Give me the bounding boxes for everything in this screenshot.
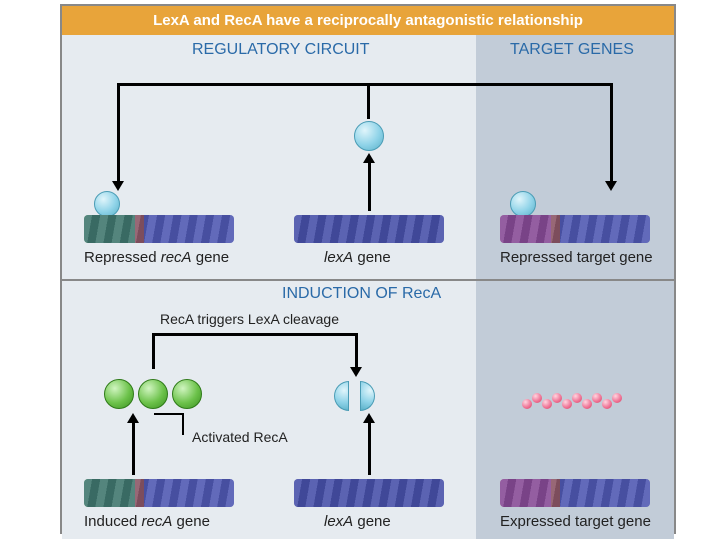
dna-recA-top xyxy=(84,215,234,243)
cap-recA-bot-post: gene xyxy=(172,513,210,530)
arrowhead-cleave xyxy=(350,367,362,377)
cleave-crossbar xyxy=(152,333,358,336)
dna-target-top xyxy=(500,215,650,243)
caption-recA-top: Repressed recA gene xyxy=(84,249,229,266)
caption-target-top: Repressed target gene xyxy=(500,249,653,266)
title-bar: LexA and RecA have a reciprocally antago… xyxy=(62,6,674,35)
cleave-riser-left xyxy=(152,333,155,369)
repress-crossbar xyxy=(117,83,613,86)
panel-induction: INDUCTION OF RecA RecA triggers LexA cle… xyxy=(62,279,674,539)
dna-target-bot xyxy=(500,479,650,507)
dna-lexA-bot xyxy=(294,479,444,507)
header-regulatory-circuit: REGULATORY CIRCUIT xyxy=(192,41,370,59)
lexa-protein-icon xyxy=(354,121,384,151)
pointer-activated-recA xyxy=(182,413,184,435)
arrowhead-lexA-bot xyxy=(363,413,375,423)
arrowhead-recA-induced xyxy=(127,413,139,423)
cap-lexA-top-it: lexA xyxy=(324,249,353,266)
cap-recA-bot-pre: Induced xyxy=(84,513,142,530)
arrow-lexA-bot xyxy=(368,421,371,475)
lexa-bound-recA-icon xyxy=(94,191,120,217)
caption-lexA-top: lexA gene xyxy=(324,249,391,266)
panel-regulatory: REGULATORY CIRCUIT TARGET GENES Represse… xyxy=(62,35,674,279)
header-target-genes: TARGET GENES xyxy=(510,41,634,59)
dna-recA-bot xyxy=(84,479,234,507)
repress-riser xyxy=(367,83,370,119)
recA-activated-3-icon xyxy=(172,379,202,409)
dna-lexA-top xyxy=(294,215,444,243)
pointer-activated-recA-h xyxy=(154,413,184,415)
arrowhead-repress-target xyxy=(605,181,617,191)
arrowhead-lexa-expression xyxy=(363,153,375,163)
caption-lexA-bot: lexA gene xyxy=(324,513,391,530)
cap-recA-top-post: gene xyxy=(192,249,230,266)
cap-lexA-bot-it: lexA xyxy=(324,513,353,530)
arrow-recA-induced xyxy=(132,421,135,475)
cleave-drop-right xyxy=(355,333,358,369)
repress-right-drop xyxy=(610,83,613,183)
cap-lexA-top-post: gene xyxy=(353,249,391,266)
lexa-bound-target-icon xyxy=(510,191,536,217)
label-trigger-cleavage: RecA triggers LexA cleavage xyxy=(160,311,339,327)
header-induction: INDUCTION OF RecA xyxy=(282,285,441,303)
cap-recA-top-it: recA xyxy=(161,249,192,266)
caption-target-bot: Expressed target gene xyxy=(500,513,651,530)
cap-lexA-bot-post: gene xyxy=(353,513,391,530)
diagram-frame: LexA and RecA have a reciprocally antago… xyxy=(60,4,676,534)
caption-recA-bot: Induced recA gene xyxy=(84,513,210,530)
cap-recA-bot-it: recA xyxy=(142,513,173,530)
label-activated-recA: Activated RecA xyxy=(192,429,288,445)
recA-activated-1-icon xyxy=(104,379,134,409)
cap-recA-top-pre: Repressed xyxy=(84,249,161,266)
recA-activated-2-icon xyxy=(138,379,168,409)
repress-left-drop xyxy=(117,83,120,183)
arrow-lexa-expression xyxy=(368,161,371,211)
arrowhead-repress-recA xyxy=(112,181,124,191)
